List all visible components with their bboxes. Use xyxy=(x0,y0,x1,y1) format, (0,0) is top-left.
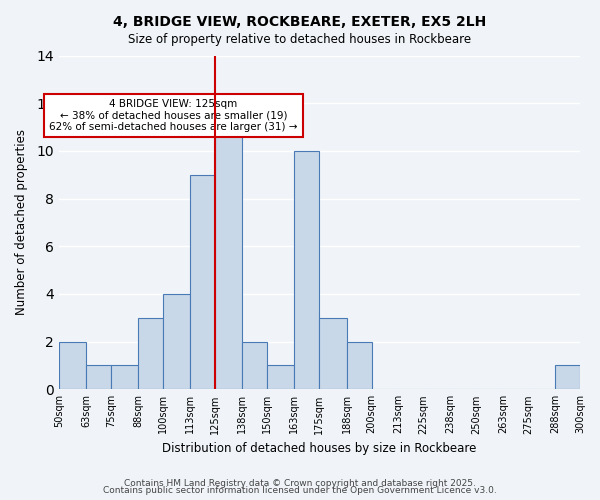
X-axis label: Distribution of detached houses by size in Rockbeare: Distribution of detached houses by size … xyxy=(162,442,476,455)
Bar xyxy=(295,151,319,390)
Bar xyxy=(163,294,190,390)
Bar xyxy=(242,342,267,390)
Bar xyxy=(319,318,347,390)
Text: 4 BRIDGE VIEW: 125sqm
← 38% of detached houses are smaller (19)
62% of semi-deta: 4 BRIDGE VIEW: 125sqm ← 38% of detached … xyxy=(49,99,298,132)
Bar xyxy=(267,366,295,390)
Text: Size of property relative to detached houses in Rockbeare: Size of property relative to detached ho… xyxy=(128,32,472,46)
Text: Contains public sector information licensed under the Open Government Licence v3: Contains public sector information licen… xyxy=(103,486,497,495)
Y-axis label: Number of detached properties: Number of detached properties xyxy=(15,130,28,316)
Bar xyxy=(111,366,138,390)
Text: Contains HM Land Registry data © Crown copyright and database right 2025.: Contains HM Land Registry data © Crown c… xyxy=(124,478,476,488)
Bar xyxy=(86,366,111,390)
Bar xyxy=(138,318,163,390)
Bar xyxy=(347,342,371,390)
Text: 4, BRIDGE VIEW, ROCKBEARE, EXETER, EX5 2LH: 4, BRIDGE VIEW, ROCKBEARE, EXETER, EX5 2… xyxy=(113,15,487,29)
Bar xyxy=(555,366,580,390)
Bar xyxy=(215,103,242,390)
Bar xyxy=(59,342,86,390)
Bar xyxy=(190,174,215,390)
